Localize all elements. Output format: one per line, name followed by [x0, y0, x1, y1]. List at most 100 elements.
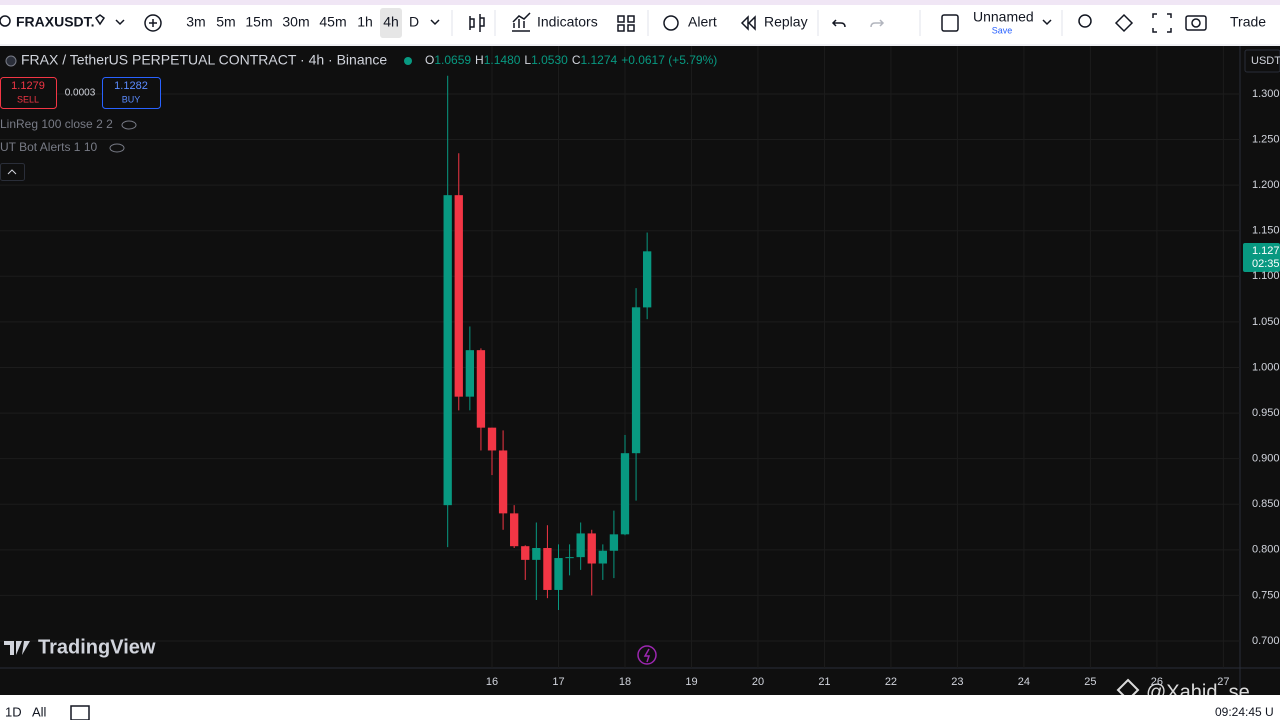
y-tick-label: 1.100 [1252, 270, 1280, 282]
goto-date-icon[interactable] [70, 705, 90, 720]
indicator-label[interactable]: UT Bot Alerts 1 10 [0, 140, 97, 154]
x-tick-label: 22 [885, 676, 897, 688]
x-tick-label: 23 [951, 676, 963, 688]
interval-button[interactable]: 45m [319, 14, 346, 30]
watermark: TradingView [38, 636, 156, 658]
buy-label[interactable]: BUY [122, 94, 141, 104]
toolbar: FRAXUSDT. 3m 5m 15m 30m 45m 1h 4h D Indicators … [0, 8, 1266, 38]
indicators-icon[interactable] [512, 12, 531, 32]
y-tick-label: 0.750 [1252, 589, 1280, 601]
replay-icon[interactable] [740, 15, 756, 31]
interval-button[interactable]: D [409, 14, 419, 30]
x-tick-label: 16 [486, 676, 498, 688]
candle-type-icon[interactable] [469, 14, 485, 32]
x-tick-label: 26 [1151, 676, 1163, 688]
snapshot-icon[interactable] [1185, 15, 1207, 31]
candle-body [587, 533, 596, 564]
y-tick-label: 1.000 [1252, 361, 1280, 373]
collapse-arrow [7, 169, 17, 175]
hidden-icon[interactable] [109, 143, 125, 153]
trade-button[interactable]: Trade [1230, 14, 1266, 30]
indicator-label[interactable]: LinReg 100 close 2 2 [0, 117, 113, 131]
candle-body [565, 557, 574, 559]
x-tick-label: 25 [1084, 676, 1096, 688]
interval-button[interactable]: 4h [383, 14, 399, 30]
x-tick-label: 21 [818, 676, 830, 688]
x-tick-label: 24 [1018, 676, 1030, 688]
y-tick-label: 0.700 [1252, 635, 1280, 647]
x-tick-label: 17 [552, 676, 564, 688]
bottom-bar [0, 695, 1280, 720]
interval-button[interactable]: 3m [186, 14, 205, 30]
layout-dropdown[interactable] [1042, 19, 1052, 26]
alert-icon[interactable] [663, 15, 679, 31]
templates-icon[interactable] [617, 15, 635, 32]
x-tick-label: 19 [685, 676, 697, 688]
candle-body [532, 548, 541, 560]
legend-title: FRAX / TetherUS PERPETUAL CONTRACT · 4h … [21, 52, 387, 68]
undo[interactable] [831, 19, 846, 28]
search-icon[interactable] [0, 15, 11, 27]
y-tick-label: 0.850 [1252, 498, 1280, 510]
price-tag-countdown: 02:35 [1252, 258, 1280, 270]
interval-button[interactable]: 30m [282, 14, 309, 30]
indicators-button[interactable]: Indicators [537, 14, 598, 30]
interval-dropdown[interactable] [430, 19, 440, 26]
hidden-icon[interactable] [121, 120, 137, 130]
events-icon[interactable] [637, 645, 657, 665]
low: 1.0530 [531, 53, 568, 67]
candle-body [642, 251, 652, 308]
candle-body [598, 550, 607, 564]
candle-body [620, 453, 630, 535]
watermark-logo [4, 641, 30, 655]
settings-icon[interactable] [1114, 13, 1134, 33]
bolt [643, 648, 651, 663]
plus [149, 19, 157, 27]
collapse-button[interactable] [0, 163, 25, 181]
y-tick-label: 1.300 [1252, 88, 1280, 100]
candle-body [476, 350, 486, 428]
candle-body [521, 546, 530, 560]
active-interval-bg [380, 8, 402, 38]
change: +0.0617 (+5.79%) [621, 53, 717, 67]
save-label[interactable]: Save [992, 25, 1013, 35]
buy-price[interactable]: 1.1282 [114, 80, 148, 92]
fullscreen-icon[interactable] [1152, 13, 1172, 33]
legend: FRAX / TetherUS PERPETUAL CONTRACT · 4h … [0, 52, 717, 181]
lens [1191, 18, 1201, 28]
x-tick-label: 18 [619, 676, 631, 688]
h-label: H [475, 53, 484, 67]
buy-button[interactable] [102, 77, 161, 109]
l-label: L [524, 53, 531, 67]
quick-search-icon[interactable] [1078, 14, 1092, 28]
redo[interactable] [870, 19, 885, 28]
alert-button[interactable]: Alert [688, 14, 717, 30]
dropdown[interactable] [115, 19, 125, 26]
candle-body [543, 548, 552, 590]
currency[interactable]: USDT [1251, 55, 1280, 67]
candle-body [554, 558, 563, 590]
interval-button[interactable]: 15m [245, 14, 272, 30]
currency-box[interactable] [1244, 49, 1280, 73]
range-button[interactable]: All [32, 704, 47, 719]
sell-price[interactable]: 1.1279 [11, 80, 45, 92]
range-button[interactable]: 1D [5, 704, 22, 719]
candle-body [609, 534, 619, 551]
y-tick-label: 0.800 [1252, 544, 1280, 556]
clock: 09:24:45 U [1215, 705, 1274, 719]
replay-button[interactable]: Replay [764, 14, 808, 30]
compare-icon[interactable] [144, 14, 162, 32]
overlay-logo [1116, 678, 1140, 702]
price-tag-price: 1.127 [1252, 245, 1280, 257]
interval-button[interactable]: 5m [216, 14, 235, 30]
layout-name[interactable]: Unnamed [973, 9, 1034, 25]
y-tick-label: 1.200 [1252, 179, 1280, 191]
sell-label[interactable]: SELL [17, 94, 39, 104]
interval-button[interactable]: 1h [357, 14, 373, 30]
gem-icon[interactable] [94, 14, 106, 26]
layout-icon[interactable] [941, 14, 959, 32]
sell-button[interactable] [0, 77, 57, 109]
plot [0, 46, 1240, 668]
symbol[interactable]: FRAXUSDT. [16, 14, 95, 30]
overlay-handle: @Xahid_se [1146, 681, 1250, 703]
